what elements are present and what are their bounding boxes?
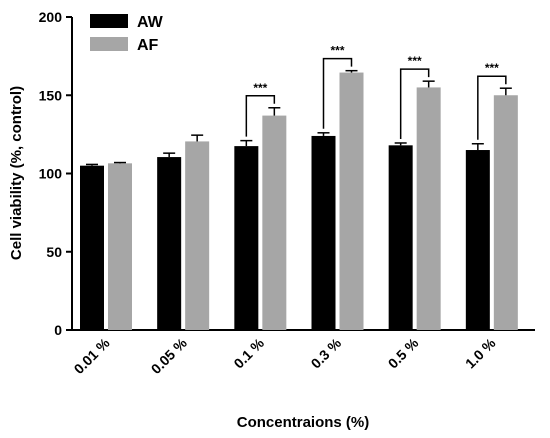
significance-brackets: *** *** *** *** xyxy=(245,44,507,140)
significance-bracket xyxy=(477,75,507,140)
x-tick-label: 0.05 % xyxy=(148,334,191,377)
y-tick-label: 100 xyxy=(39,166,63,182)
significance-bracket xyxy=(322,57,353,129)
bar-aw xyxy=(311,135,336,330)
bar-aw xyxy=(388,145,413,330)
legend-swatch-aw xyxy=(90,14,128,28)
bar-aw xyxy=(157,157,182,330)
x-axis-label: Concentraions (%) xyxy=(237,414,370,431)
y-tick-label: 50 xyxy=(46,244,62,260)
bar-af xyxy=(185,141,210,330)
legend-swatch-af xyxy=(90,37,128,51)
bar-aw xyxy=(465,150,490,330)
significance-bracket xyxy=(245,95,276,137)
bar-af xyxy=(416,87,441,330)
x-tick-label: 0.3 % xyxy=(308,334,345,371)
bar-af xyxy=(339,72,364,331)
significance-label: *** xyxy=(485,61,499,75)
significance-label: *** xyxy=(408,54,422,68)
significance-label: *** xyxy=(253,81,267,95)
bars xyxy=(80,69,518,331)
x-tick-label: 1.0 % xyxy=(462,334,499,371)
y-tick-label: 200 xyxy=(39,9,63,25)
significance-label: *** xyxy=(330,44,344,58)
y-tick-label: 150 xyxy=(39,87,63,103)
x-tick-label: 0.01 % xyxy=(71,334,114,377)
legend: AW AF xyxy=(90,14,164,54)
legend-label-af: AF xyxy=(137,37,159,54)
x-tick-label: 0.1 % xyxy=(230,334,267,371)
bar-af xyxy=(262,115,287,330)
bar-aw xyxy=(234,146,259,330)
significance-bracket xyxy=(399,68,430,139)
legend-label-aw: AW xyxy=(137,14,164,31)
y-tick-label: 0 xyxy=(54,322,62,338)
x-tick-label: 0.5 % xyxy=(385,334,422,371)
bar-af xyxy=(493,95,518,330)
y-axis-label: Cell viability (%, control) xyxy=(8,86,25,260)
bar-aw xyxy=(80,165,104,330)
bar-af xyxy=(108,163,132,330)
